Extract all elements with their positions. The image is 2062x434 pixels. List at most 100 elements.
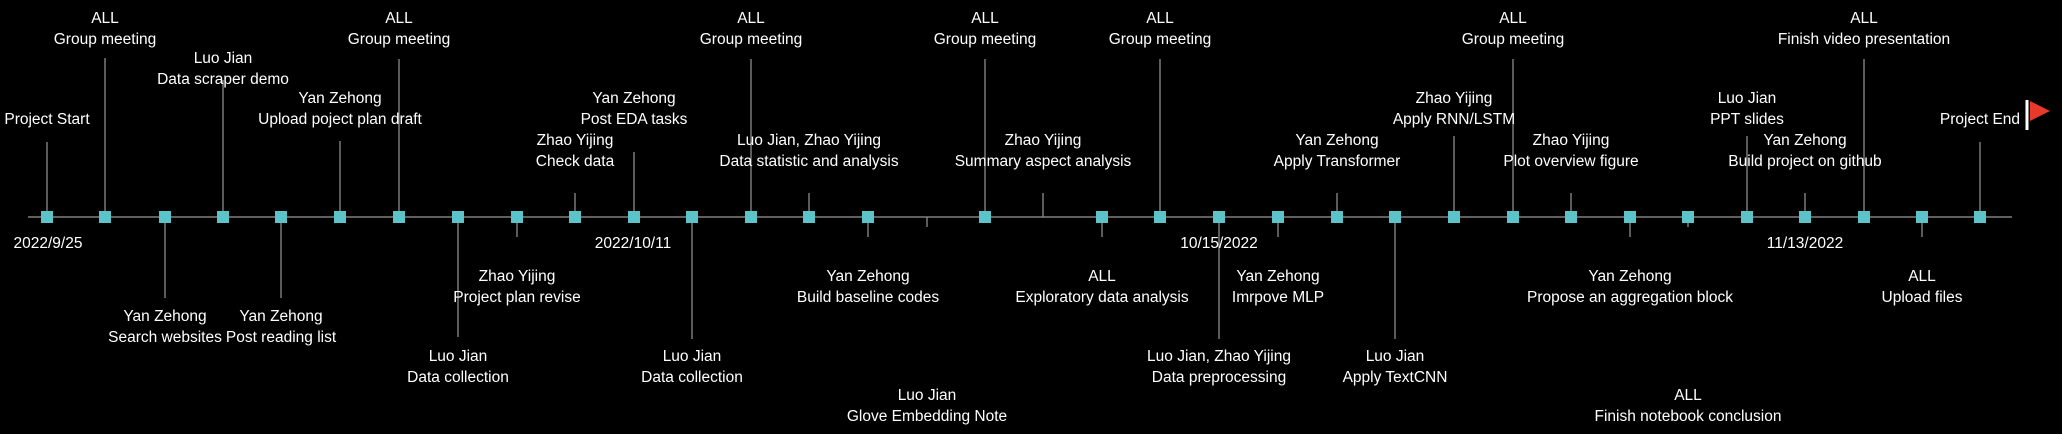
- event-marker: [1389, 211, 1401, 223]
- event-label: Project End: [1940, 111, 2020, 128]
- event-marker: [862, 211, 874, 223]
- event-label: Luo Jian: [663, 348, 722, 365]
- event-marker: [393, 211, 405, 223]
- event-label: Group meeting: [1109, 31, 1212, 48]
- event-label: Upload poject plan draft: [258, 111, 422, 128]
- event-marker: [803, 211, 815, 223]
- flag-icon: [2030, 101, 2050, 121]
- event-label: Finish notebook conclusion: [1595, 408, 1782, 425]
- event-label: Upload files: [1882, 289, 1963, 306]
- event-label: Search websites: [108, 329, 222, 346]
- event-marker: [159, 211, 171, 223]
- date-label: 2022/10/11: [595, 235, 671, 252]
- date-label: 11/13/2022: [1767, 235, 1843, 252]
- event-marker: [628, 211, 640, 223]
- event-label: Data preprocessing: [1152, 369, 1286, 386]
- event-label: Group meeting: [348, 31, 451, 48]
- event-marker: [686, 211, 698, 223]
- event-label: ALL: [385, 10, 413, 27]
- event-label: ALL: [971, 10, 999, 27]
- event-label: ALL: [1674, 387, 1702, 404]
- event-marker: [1096, 211, 1108, 223]
- event-label: Project plan revise: [453, 289, 581, 306]
- event-label: Plot overview figure: [1503, 153, 1638, 170]
- event-label: Luo Jian: [1366, 348, 1425, 365]
- event-label: ALL: [737, 10, 765, 27]
- event-label: Data statistic and analysis: [719, 153, 898, 170]
- event-label: Imrpove MLP: [1232, 289, 1324, 306]
- event-label: Group meeting: [1462, 31, 1565, 48]
- event-marker: [1741, 211, 1753, 223]
- event-marker: [745, 211, 757, 223]
- event-marker: [99, 211, 111, 223]
- event-label: Apply TextCNN: [1343, 369, 1448, 386]
- date-label: 2022/9/25: [14, 235, 83, 252]
- event-label: Yan Zehong: [1295, 132, 1378, 149]
- event-label: ALL: [1850, 10, 1878, 27]
- event-label: Zhao Yijing: [537, 132, 614, 149]
- event-label: Check data: [536, 153, 615, 170]
- event-label: Build baseline codes: [797, 289, 939, 306]
- event-label: Luo Jian, Zhao Yijing: [737, 132, 881, 149]
- event-label: Data scraper demo: [157, 71, 289, 88]
- event-marker: [217, 211, 229, 223]
- event-marker: [275, 211, 287, 223]
- event-label: Propose an aggregation block: [1527, 289, 1733, 306]
- event-marker: [1331, 211, 1343, 223]
- event-marker: [1565, 211, 1577, 223]
- event-marker: [1682, 211, 1694, 223]
- event-label: Zhao Yijing: [1533, 132, 1610, 149]
- event-label: Yan Zehong: [592, 90, 675, 107]
- event-marker: [452, 211, 464, 223]
- event-marker: [334, 211, 346, 223]
- event-marker: [1799, 211, 1811, 223]
- event-marker: [569, 211, 581, 223]
- event-label: Yan Zehong: [1236, 268, 1319, 285]
- event-label: ALL: [1088, 268, 1116, 285]
- event-label: Summary aspect analysis: [955, 153, 1132, 170]
- event-label: Yan Zehong: [239, 308, 322, 325]
- event-marker: [1916, 211, 1928, 223]
- event-marker: [41, 211, 53, 223]
- event-label: Project Start: [4, 111, 90, 128]
- event-label: Group meeting: [934, 31, 1037, 48]
- event-label: Group meeting: [700, 31, 803, 48]
- event-label: Apply RNN/LSTM: [1393, 111, 1515, 128]
- event-label: ALL: [1146, 10, 1174, 27]
- event-marker: [1154, 211, 1166, 223]
- event-label: Yan Zehong: [298, 90, 381, 107]
- event-label: Post reading list: [226, 329, 337, 346]
- event-marker: [1858, 211, 1870, 223]
- event-label: Yan Zehong: [123, 308, 206, 325]
- event-label: Yan Zehong: [826, 268, 909, 285]
- event-marker: [1213, 211, 1225, 223]
- event-label: Luo Jian, Zhao Yijing: [1147, 348, 1291, 365]
- event-marker: [1624, 211, 1636, 223]
- event-marker: [979, 211, 991, 223]
- event-label: Luo Jian: [194, 50, 253, 67]
- event-label: Build project on github: [1728, 153, 1881, 170]
- event-marker: [1507, 211, 1519, 223]
- event-marker: [511, 211, 523, 223]
- event-marker: [1448, 211, 1460, 223]
- event-label: Exploratory data analysis: [1015, 289, 1188, 306]
- event-label: Post EDA tasks: [581, 111, 688, 128]
- event-label: Glove Embedding Note: [847, 408, 1007, 425]
- event-label: Luo Jian: [1718, 90, 1777, 107]
- event-label: Yan Zehong: [1763, 132, 1846, 149]
- event-label: Zhao Yijing: [1005, 132, 1082, 149]
- event-label: Apply Transformer: [1274, 153, 1401, 170]
- date-label: 10/15/2022: [1180, 235, 1258, 252]
- event-label: ALL: [1499, 10, 1527, 27]
- event-label: ALL: [1908, 268, 1936, 285]
- event-marker: [1974, 211, 1986, 223]
- event-marker: [1272, 211, 1284, 223]
- event-label: Zhao Yijing: [1416, 90, 1493, 107]
- event-label: Finish video presentation: [1778, 31, 1950, 48]
- event-label: PPT slides: [1710, 111, 1784, 128]
- event-label: Luo Jian: [898, 387, 957, 404]
- event-label: Group meeting: [54, 31, 157, 48]
- event-label: Yan Zehong: [1588, 268, 1671, 285]
